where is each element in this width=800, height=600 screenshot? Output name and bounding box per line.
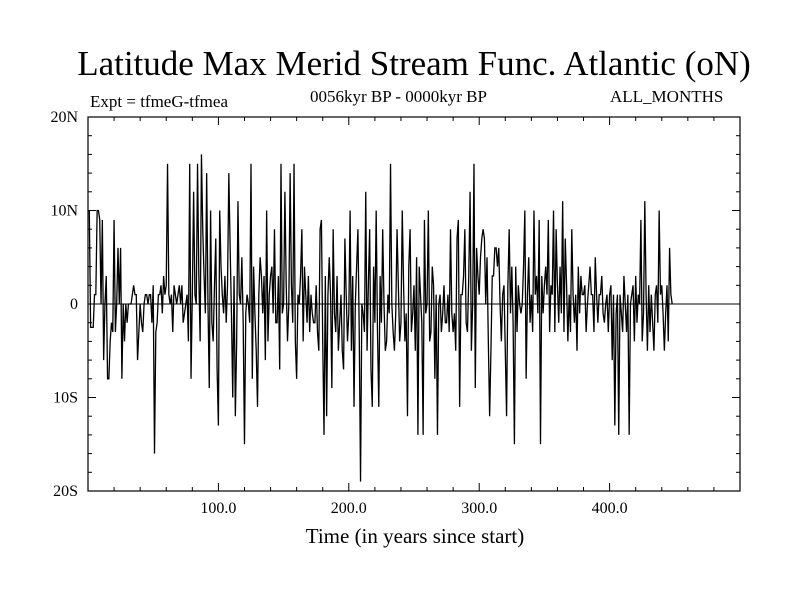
series-line-0 [88, 154, 673, 482]
plot-frame [87, 116, 741, 492]
experiment-label: Expt = tfmeG-tfmea [90, 92, 228, 111]
months-label: ALL_MONTHS [610, 87, 724, 106]
y-tick-label: 10N [50, 203, 78, 220]
period-label: 0056kyr BP - 0000kyr BP [310, 87, 487, 106]
chart-title: Latitude Max Merid Stream Func. Atlantic… [77, 44, 751, 83]
x-axis-label: Time (in years since start) [305, 524, 525, 548]
x-tick-label: 100.0 [200, 500, 236, 517]
y-tick-label: 0 [70, 296, 78, 313]
x-tick-label: 400.0 [592, 500, 628, 517]
x-tick-label: 200.0 [331, 500, 367, 517]
y-tick-label: 20N [50, 109, 78, 126]
x-tick-label: 300.0 [461, 500, 497, 517]
y-tick-label: 10S [53, 390, 78, 407]
y-tick-label: 20S [53, 483, 78, 500]
series-layer [88, 154, 740, 482]
tick-layer [88, 116, 740, 492]
tick-label-layer: 100.0 200.0 300.0 400.0 20N 10N 0 10S 20S [50, 109, 627, 517]
